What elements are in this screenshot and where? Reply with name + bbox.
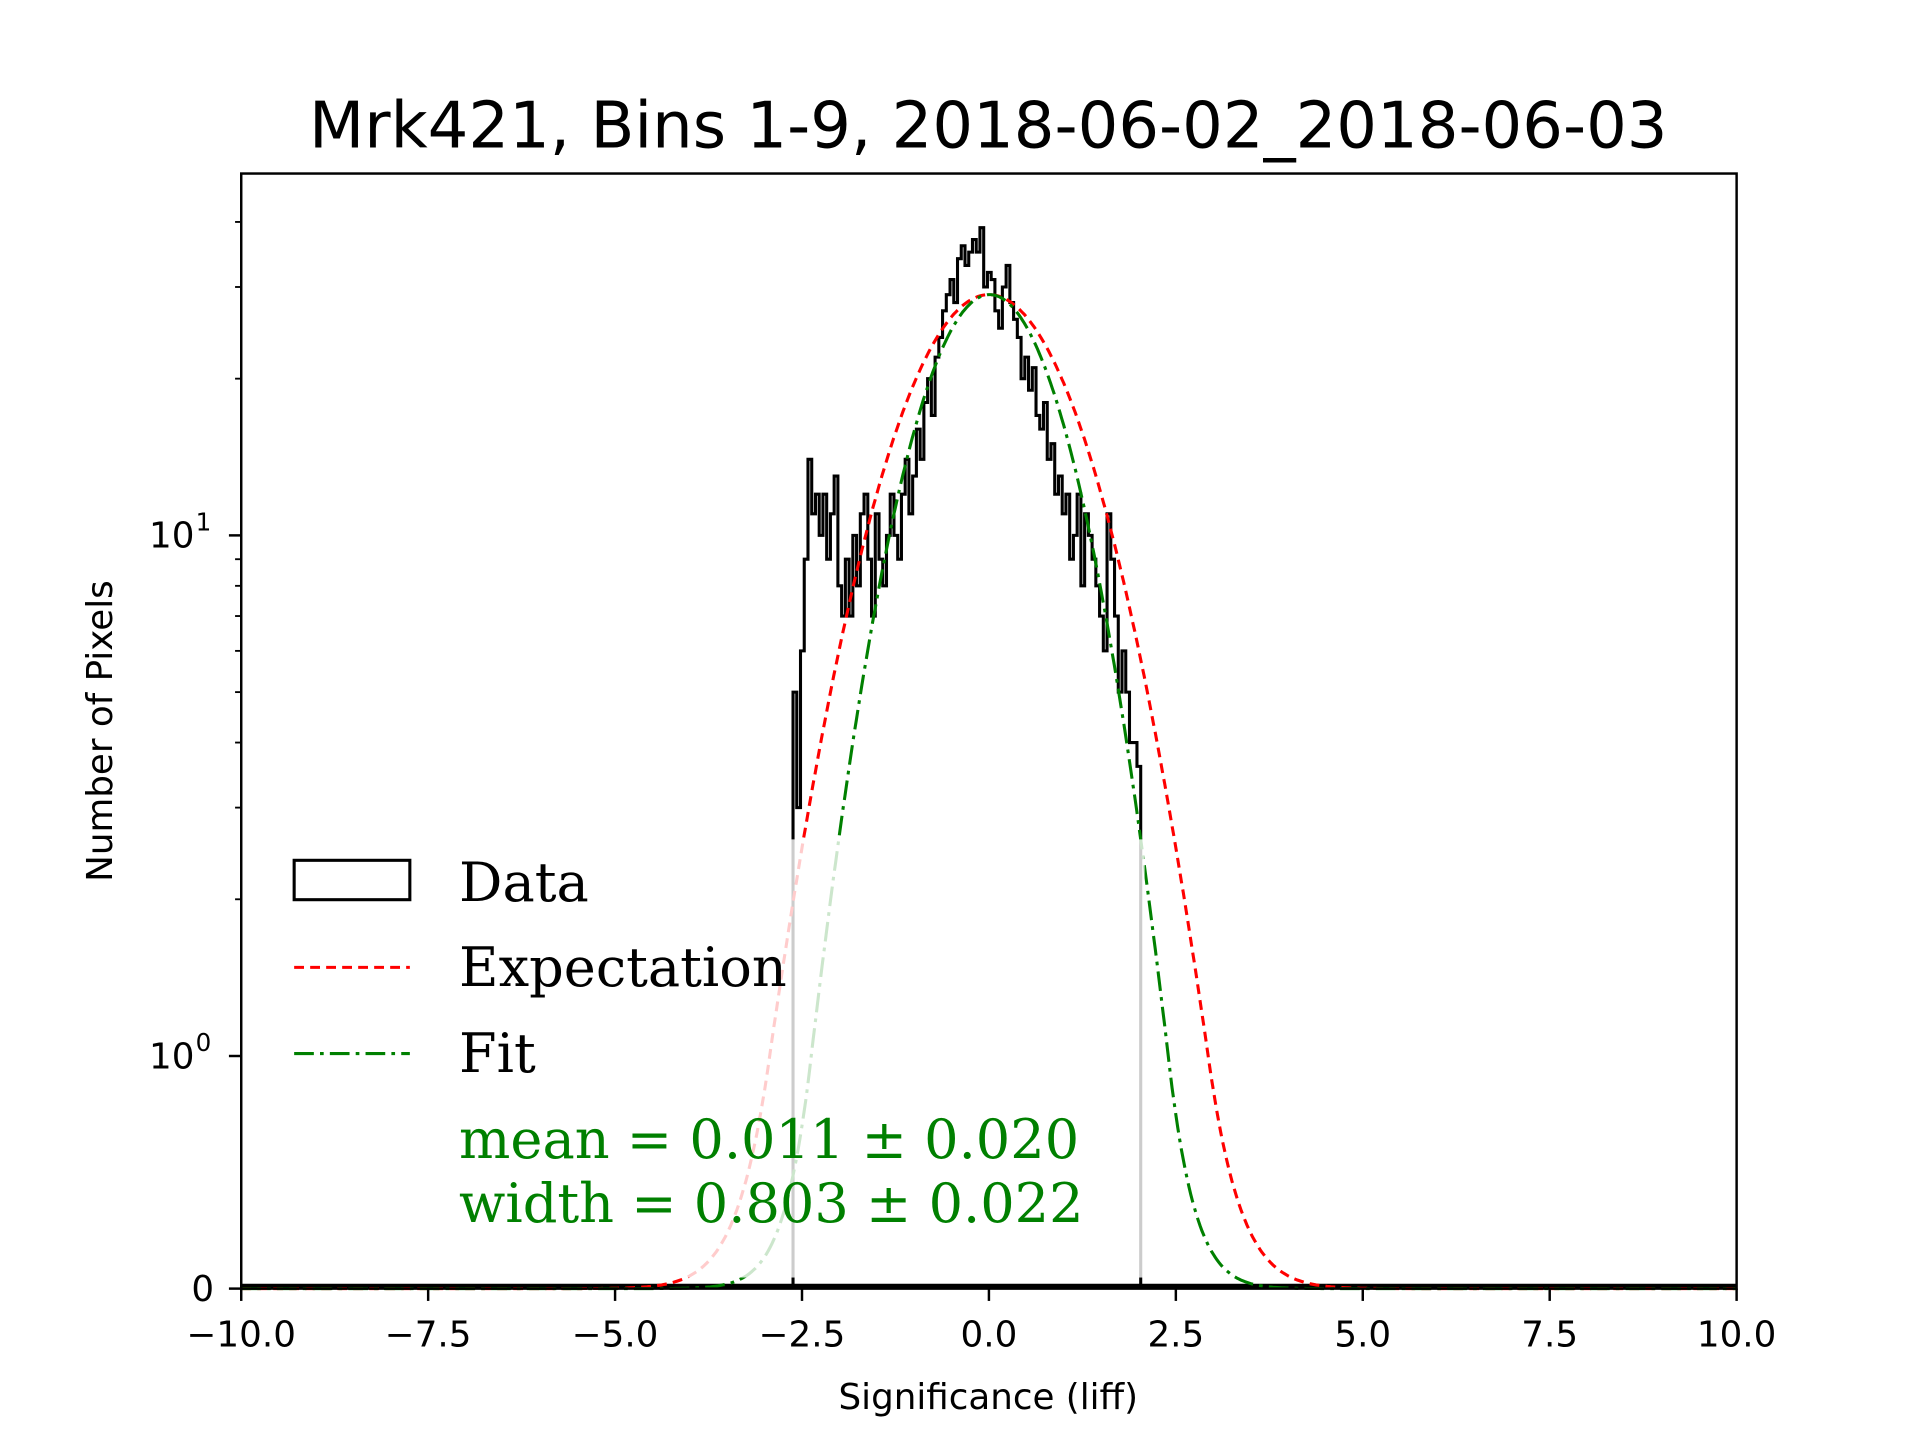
x-axis-ticks: −10.0 −7.5 −5.0 −2.5 0.0 2.5 5.0 7.5 10.0 [187,1288,1776,1355]
x-tick-label: −2.5 [759,1314,846,1355]
x-tick-label: −10.0 [187,1314,296,1355]
legend-data-label: Data [459,851,589,914]
y-tick-label: 0 [191,1269,214,1310]
data-histogram [791,226,1143,1289]
x-tick-label: 10.0 [1697,1314,1776,1355]
y-tick-exponent: 1 [196,507,212,536]
legend-expectation-label: Expectation [459,936,787,999]
y-tick-exponent: 0 [196,1028,212,1057]
chart-title: Mrk421, Bins 1-9, 2018-06-02_2018-06-03 [309,90,1667,164]
x-tick-label: 2.5 [1147,1314,1204,1355]
fit-width-annotation: width = 0.803 ± 0.022 [459,1172,1084,1235]
y-tick-label: 10 [149,516,194,557]
x-tick-label: −7.5 [385,1314,472,1355]
x-axis-label: Significance (liff) [839,1377,1139,1418]
x-tick-label: 5.0 [1334,1314,1391,1355]
legend-data-swatch [292,858,412,902]
fit-mean-annotation: mean = 0.011 ± 0.020 [459,1108,1079,1171]
x-tick-label: 0.0 [961,1314,1018,1355]
legend-frame [276,839,1145,1278]
x-tick-label: 7.5 [1521,1314,1578,1355]
y-axis-label: Number of Pixels [80,580,121,882]
x-tick-label: −5.0 [572,1314,659,1355]
y-tick-label: 10 [149,1036,194,1077]
legend: Data Expectation Fit mean = 0.011 ± 0.02… [276,839,1145,1278]
legend-fit-label: Fit [459,1022,536,1085]
